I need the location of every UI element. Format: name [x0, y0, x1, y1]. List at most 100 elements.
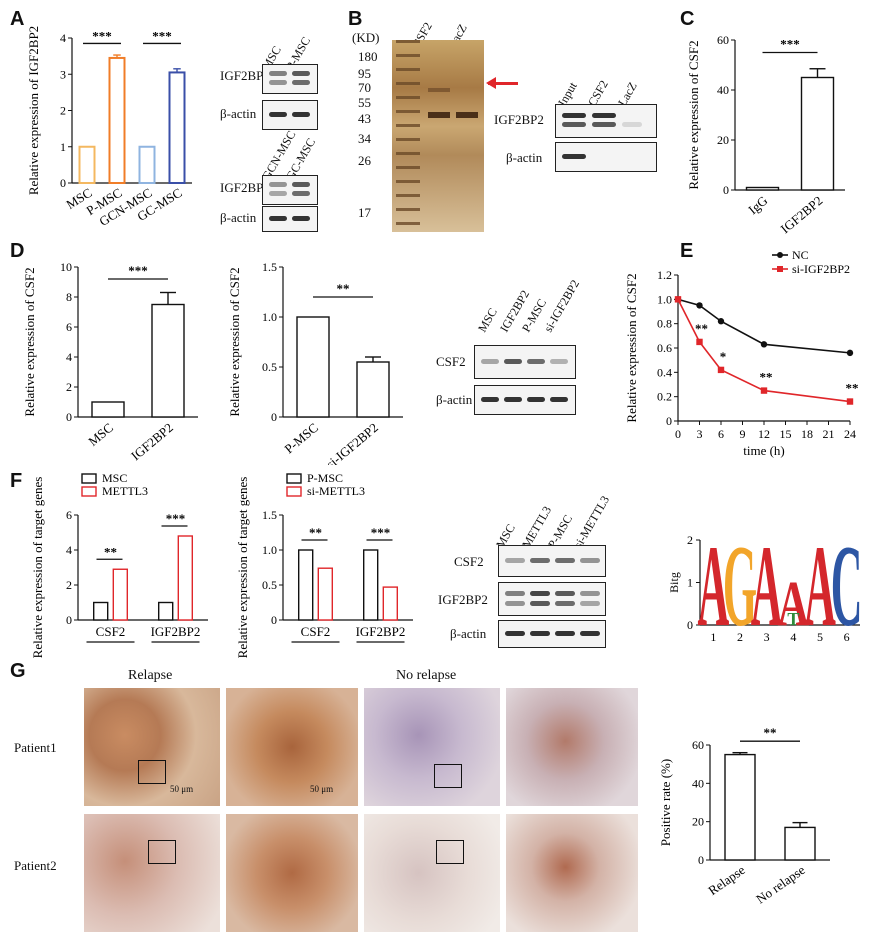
red-arrow-icon [488, 82, 518, 85]
marker-95: 95 [358, 66, 371, 81]
chart-f1-mettl3-overexpression: 0 2 4 6 Relative expression of target genes C… [30, 471, 208, 659]
y-tick-label: 6 [66, 320, 72, 334]
panel-letter-d: D [10, 240, 25, 262]
row-label-patient1: Patient1 [14, 740, 57, 755]
y-tick-label: 0.4 [657, 365, 672, 379]
sig-label: *** [371, 525, 391, 540]
bar [78, 145, 96, 184]
panel-letter-c: C [680, 8, 695, 30]
blot-b-row-igf2bp2: IGF2BP2 [494, 112, 544, 127]
x-tick-label: IGF2BP2 [356, 624, 406, 639]
y-tick-label: 4 [66, 350, 72, 364]
y-tick-label: 0 [271, 410, 277, 424]
sig-label: ** [309, 525, 322, 540]
sig-label: ** [846, 381, 859, 396]
logo-letter: A [777, 568, 809, 639]
legend-label: MSC [102, 471, 127, 485]
bar [91, 401, 125, 418]
x-tick-label: Relapse [705, 862, 748, 898]
sig-label: *** [166, 511, 186, 526]
y-tick-label: 1.0 [657, 292, 672, 306]
y-tick-label: 8 [66, 290, 72, 304]
marker-55: 55 [358, 95, 371, 110]
y-axis-label: Relative expression of CSF2 [22, 267, 37, 416]
logo-letter: A [697, 530, 729, 651]
y-tick-label: 1.0 [262, 310, 277, 324]
blot-a2-actin [262, 206, 318, 232]
x-tick-label: 24 [844, 427, 856, 441]
marker-70: 70 [358, 80, 371, 95]
marker-17: 17 [358, 205, 371, 220]
bar [296, 316, 330, 418]
data-point [696, 302, 703, 309]
ihc-title-relapse: Relapse [128, 668, 173, 683]
ihc-title-no-relapse: No relapse [396, 668, 457, 683]
data-point [760, 341, 768, 348]
scale-bar-label-1: 50 μm [170, 784, 194, 794]
sig-label: ** [695, 321, 708, 336]
y-tick-label: 0 [60, 176, 66, 190]
blot-b-actin [555, 142, 657, 172]
x-tick-label: 2 [737, 630, 743, 644]
y-axis-label: Relative expression of target genes [30, 477, 45, 659]
legend-swatch [81, 473, 97, 484]
y-tick-label: 2 [687, 533, 693, 547]
blot-a2-row-actin: β-actin [220, 210, 257, 225]
x-tick-label: 3 [697, 427, 703, 441]
y-axis-label: Relative expression of IGF2BP2 [26, 26, 41, 195]
y-axis-label: Bitg [667, 572, 681, 593]
ihc-norelapse-patient2-low [364, 814, 500, 932]
x-tick-label: IGF2BP2 [128, 420, 176, 464]
bar [157, 601, 174, 621]
data-point [717, 318, 725, 325]
bar [177, 535, 194, 621]
legend-label: METTL3 [102, 484, 148, 498]
blot-a1-igf2bp2 [262, 64, 318, 94]
blot-f-row-csf2: CSF2 [454, 554, 484, 569]
chart-f2-mettl3-knockdown: 0 0.5 1.0 1.5 Relative expression of target … [235, 471, 413, 658]
y-tick-label: 1.2 [657, 268, 672, 282]
y-tick-label: 0.6 [657, 341, 672, 355]
sig-label: ** [337, 281, 350, 296]
y-tick-label: 0.8 [657, 317, 672, 331]
y-axis-label: Relative expression of CSF2 [624, 273, 639, 422]
ihc-relapse-patient2-low [84, 814, 220, 932]
blot-f-actin [498, 620, 606, 648]
marker-34: 34 [358, 131, 371, 146]
legend-label: si-IGF2BP2 [792, 262, 850, 276]
bar [356, 361, 390, 418]
sig-label: ** [764, 725, 777, 740]
legend-marker [777, 252, 783, 258]
y-tick-label: 0.5 [262, 578, 277, 592]
chart-g-positive-rate: 0 20 40 60 Positive rate (%) Relapse No relaps… [658, 725, 830, 907]
y-tick-label: 2 [66, 380, 72, 394]
y-tick-label: 10 [60, 260, 72, 274]
x-tick-label: CSF2 [96, 624, 126, 639]
silver-stain-gel [392, 40, 484, 232]
y-tick-label: 0 [66, 613, 72, 627]
y-tick-label: 3 [60, 67, 66, 81]
y-tick-label: 0 [666, 414, 672, 428]
panel-letter-b: B [348, 8, 363, 30]
bar [297, 549, 314, 621]
blot-a1-actin [262, 100, 318, 130]
y-tick-label: 2 [60, 104, 66, 118]
scale-bar-label-2: 50 μm [310, 784, 334, 794]
data-point [760, 387, 768, 394]
x-tick-label: 1 [710, 630, 716, 644]
y-tick-label: 6 [66, 508, 72, 522]
y-tick-label: 1 [60, 140, 66, 154]
x-axis-label: time (h) [743, 443, 785, 458]
blot-f-row-igf2bp2: IGF2BP2 [438, 592, 488, 607]
ihc-relapse-patient2-high [226, 814, 358, 932]
ihc-relapse-patient1-low: 50 μm [84, 688, 220, 806]
blot-b-igf2bp2 [555, 104, 657, 138]
row-label-patient2: Patient2 [14, 858, 57, 873]
y-tick-label: 2 [66, 578, 72, 592]
sig-label: *** [128, 263, 148, 278]
marker-180: 180 [358, 49, 378, 64]
chart-d1-csf2-overexpression: 0 2 4 6 8 10 Relative expression of CSF2 MSC IGF… [22, 260, 198, 464]
legend-swatch [286, 486, 302, 497]
x-tick-label: 12 [758, 427, 770, 441]
